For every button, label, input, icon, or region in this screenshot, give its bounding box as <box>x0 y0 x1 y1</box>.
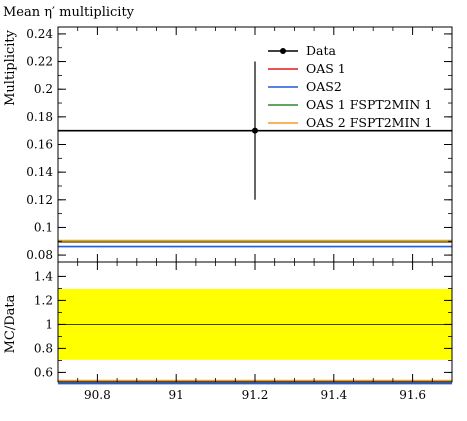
ratio-y-tick-label: 0.8 <box>34 341 53 355</box>
main-y-tick-label: 0.2 <box>34 82 53 96</box>
legend-data-marker <box>280 48 286 54</box>
ratio-panel: 0.6 0.8 1 1.2 1.4 90.8 91 91.2 91.4 91.6 <box>34 261 453 402</box>
legend-label-5: OAS 2 FSPT2MIN 1 <box>306 115 432 130</box>
x-tick-label: 91.6 <box>399 388 426 402</box>
legend-label-4: OAS 1 FSPT2MIN 1 <box>306 97 432 112</box>
ratio-y-tick-label: 0.6 <box>34 365 53 379</box>
ratio-y-tick-label: 1.4 <box>34 269 53 283</box>
x-tick-label: 91 <box>169 388 184 402</box>
legend: Data OAS 1 OAS2 OAS 1 FSPT2MIN 1 OAS 2 FSPT2… <box>268 43 432 130</box>
main-y-tick-label: 0.22 <box>26 55 53 69</box>
x-tick-label: 91.4 <box>320 388 347 402</box>
ratio-y-tick-label: 1 <box>45 317 53 331</box>
legend-label-2: OAS 1 <box>306 61 346 76</box>
chart-title: Mean η′ multiplicity <box>3 5 135 20</box>
ratio-y-axis-label: MC/Data <box>3 294 18 353</box>
main-y-tick-label: 0.08 <box>26 248 53 262</box>
main-y-tick-label: 0.24 <box>26 27 53 41</box>
legend-label-3: OAS2 <box>306 79 342 94</box>
x-tick-label: 90.8 <box>84 388 111 402</box>
main-y-tick-label: 0.16 <box>26 138 53 152</box>
x-tick-label: 91.2 <box>242 388 269 402</box>
main-y-tick-label: 0.12 <box>26 193 53 207</box>
main-y-tick-label: 0.1 <box>34 220 53 234</box>
legend-label-1: Data <box>306 43 336 58</box>
main-y-tick-label: 0.14 <box>26 165 53 179</box>
ratio-y-tick-label: 1.2 <box>34 293 53 307</box>
main-y-tick-label: 0.18 <box>26 110 53 124</box>
data-point-marker <box>252 127 258 134</box>
main-panel: 0.08 0.1 0.12 0.14 0.16 0.18 0.2 0.22 0.24 <box>26 26 453 263</box>
main-y-axis-label: Multiplicity <box>3 29 18 106</box>
